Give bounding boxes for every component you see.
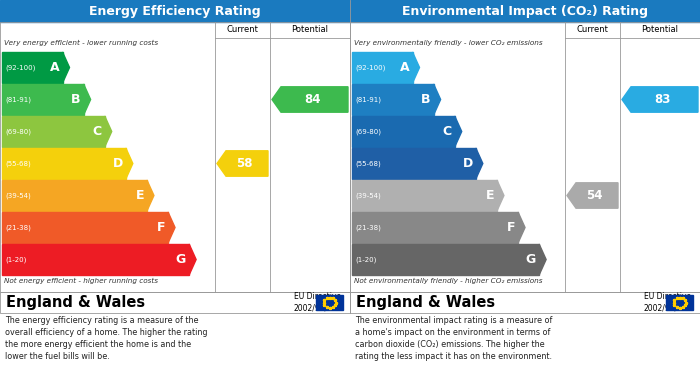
Polygon shape [105, 116, 112, 147]
Text: Not energy efficient - higher running costs: Not energy efficient - higher running co… [4, 278, 158, 284]
Polygon shape [433, 84, 440, 115]
Text: Very energy efficient - lower running costs: Very energy efficient - lower running co… [4, 40, 158, 46]
Text: (69-80): (69-80) [355, 128, 381, 135]
Text: D: D [113, 157, 122, 170]
Text: 83: 83 [654, 93, 671, 106]
Text: (81-91): (81-91) [5, 96, 31, 103]
Polygon shape [272, 87, 348, 112]
Bar [352, 244, 539, 275]
Text: Current: Current [577, 25, 608, 34]
Text: 54: 54 [587, 189, 603, 202]
Polygon shape [518, 212, 525, 243]
Bar [350, 0, 700, 22]
Bar [2, 244, 189, 275]
Bar [2, 84, 83, 115]
Text: G: G [526, 253, 536, 266]
Text: A: A [50, 61, 60, 74]
Polygon shape [412, 52, 419, 83]
Text: 84: 84 [304, 93, 321, 106]
Text: B: B [421, 93, 430, 106]
Polygon shape [83, 84, 90, 115]
Text: Current: Current [227, 25, 258, 34]
Text: (55-68): (55-68) [355, 160, 381, 167]
Text: (69-80): (69-80) [5, 128, 31, 135]
Text: (39-54): (39-54) [355, 192, 381, 199]
Bar [2, 116, 105, 147]
Bar [352, 212, 518, 243]
Text: Potential: Potential [641, 25, 678, 34]
Text: 58: 58 [237, 157, 253, 170]
Bar [352, 84, 433, 115]
Text: E: E [135, 189, 144, 202]
Bar [0, 22, 350, 292]
Bar [352, 180, 497, 211]
Bar [350, 22, 700, 292]
Bar [2, 52, 62, 83]
Text: G: G [176, 253, 186, 266]
Text: Energy Efficiency Rating: Energy Efficiency Rating [89, 5, 261, 18]
Text: C: C [442, 125, 452, 138]
Text: Environmental Impact (CO₂) Rating: Environmental Impact (CO₂) Rating [402, 5, 648, 18]
Bar [350, 292, 700, 313]
Text: (1-20): (1-20) [5, 256, 27, 263]
Bar [0, 22, 350, 292]
Text: Not environmentally friendly - higher CO₂ emissions: Not environmentally friendly - higher CO… [354, 278, 542, 284]
Text: The energy efficiency rating is a measure of the
overall efficiency of a home. T: The energy efficiency rating is a measur… [5, 316, 207, 361]
Bar [2, 180, 147, 211]
Polygon shape [126, 148, 133, 179]
Bar [352, 116, 455, 147]
Text: E: E [485, 189, 494, 202]
Text: England & Wales: England & Wales [356, 295, 495, 310]
Bar [352, 148, 476, 179]
Text: (81-91): (81-91) [355, 96, 381, 103]
Text: England & Wales: England & Wales [6, 295, 145, 310]
Text: (21-38): (21-38) [355, 224, 381, 231]
Text: F: F [157, 221, 165, 234]
Text: (92-100): (92-100) [355, 64, 386, 71]
Polygon shape [539, 244, 546, 275]
Bar [350, 292, 700, 313]
Polygon shape [567, 183, 618, 208]
Polygon shape [189, 244, 196, 275]
Text: EU Directive
2002/91/EC: EU Directive 2002/91/EC [644, 292, 691, 312]
Text: EU Directive
2002/91/EC: EU Directive 2002/91/EC [294, 292, 341, 312]
Text: Potential: Potential [291, 25, 328, 34]
Polygon shape [62, 52, 69, 83]
Bar [0, 292, 350, 313]
Text: (1-20): (1-20) [355, 256, 377, 263]
Polygon shape [168, 212, 175, 243]
Text: The environmental impact rating is a measure of
a home's impact on the environme: The environmental impact rating is a mea… [355, 316, 552, 361]
Bar [0, 292, 350, 313]
Bar [666, 295, 693, 310]
Polygon shape [147, 180, 154, 211]
Bar [316, 295, 343, 310]
Text: (21-38): (21-38) [5, 224, 31, 231]
Bar [2, 212, 168, 243]
Text: A: A [400, 61, 410, 74]
Text: (55-68): (55-68) [5, 160, 31, 167]
Text: B: B [71, 93, 80, 106]
Text: (92-100): (92-100) [5, 64, 36, 71]
Text: F: F [507, 221, 515, 234]
Polygon shape [622, 87, 698, 112]
Bar [2, 148, 126, 179]
Text: Very environmentally friendly - lower CO₂ emissions: Very environmentally friendly - lower CO… [354, 40, 542, 46]
Bar [350, 22, 700, 292]
Text: C: C [92, 125, 102, 138]
Bar [352, 52, 412, 83]
Text: (39-54): (39-54) [5, 192, 31, 199]
Polygon shape [497, 180, 504, 211]
Bar [0, 0, 350, 22]
Polygon shape [217, 151, 268, 176]
Text: D: D [463, 157, 473, 170]
Polygon shape [455, 116, 462, 147]
Polygon shape [476, 148, 483, 179]
